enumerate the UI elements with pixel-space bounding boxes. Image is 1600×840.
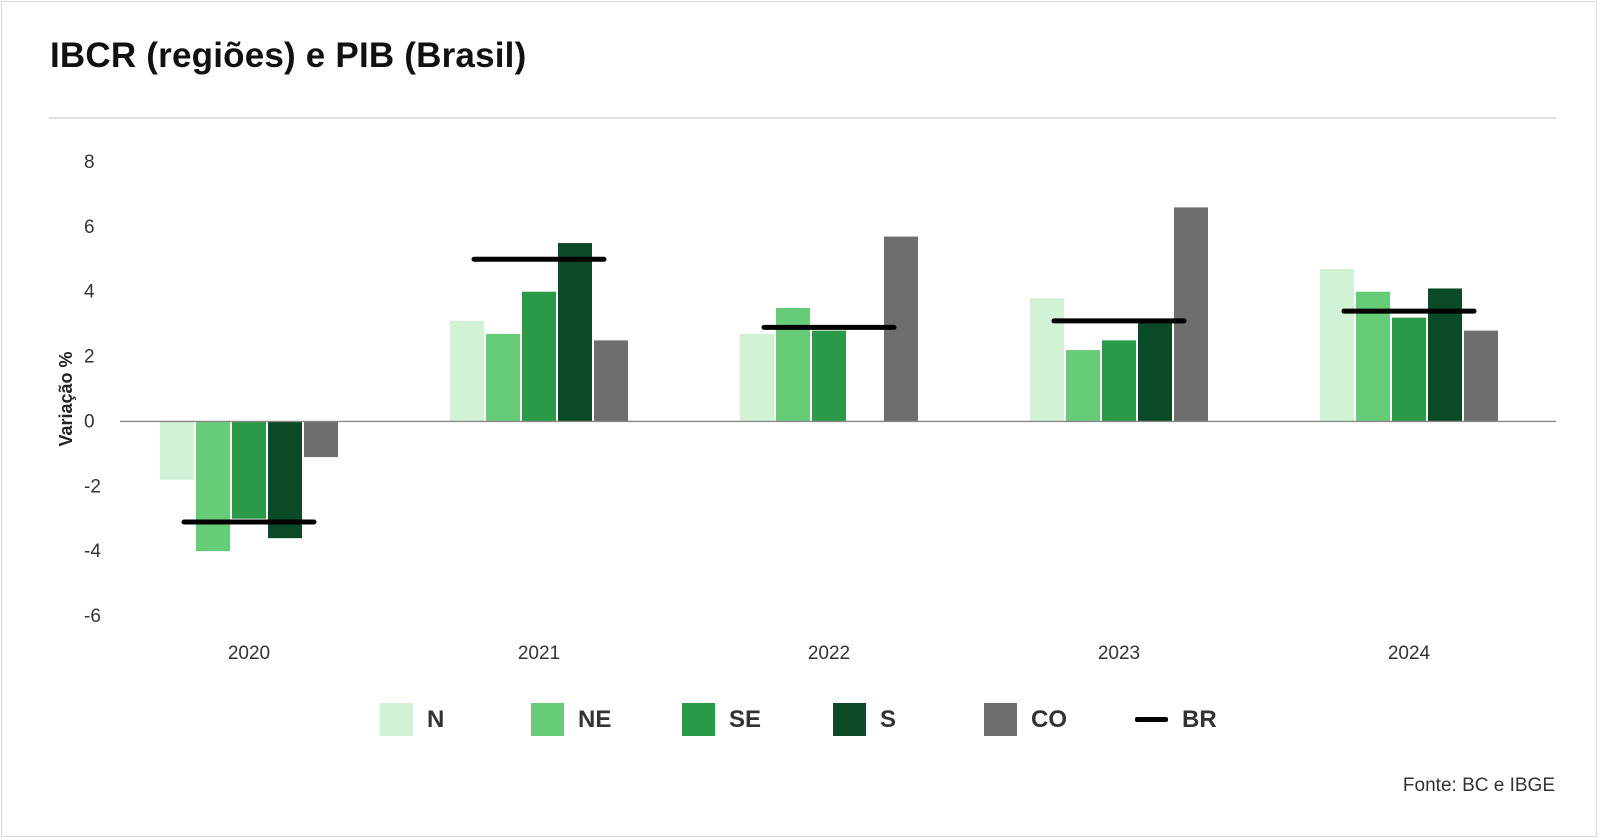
y-tick-label: -4 — [84, 541, 101, 562]
y-tick-label: 4 — [84, 282, 95, 303]
legend-label-n: N — [427, 705, 445, 733]
bar-se-2020 — [232, 421, 266, 519]
bar-co-2021 — [594, 340, 628, 422]
x-tick-label: 2023 — [1098, 643, 1140, 664]
bar-se-2024 — [1392, 317, 1426, 422]
bar-n-2023 — [1030, 298, 1064, 422]
legend-item-se: SE — [682, 703, 791, 736]
bar-s-2020 — [268, 421, 302, 539]
y-tick-label: -6 — [84, 606, 101, 627]
bar-se-2023 — [1102, 340, 1136, 422]
legend-swatch-s — [833, 703, 866, 736]
bar-n-2021 — [450, 320, 484, 422]
legend-swatch-co — [984, 703, 1017, 736]
bar-se-2021 — [522, 291, 556, 422]
legend-label-se: SE — [729, 705, 762, 733]
bar-ne-2021 — [486, 333, 520, 422]
legend-swatch-se — [682, 703, 715, 736]
bar-co-2023 — [1174, 207, 1208, 422]
bar-co-2024 — [1464, 330, 1498, 422]
legend-label-s: S — [880, 705, 897, 733]
y-tick-label: 8 — [84, 152, 95, 173]
legend-item-co: CO — [984, 703, 1093, 736]
legend-label-ne: NE — [578, 705, 612, 733]
chart-legend: N NE SE S CO BR — [380, 703, 1286, 736]
title-divider — [49, 117, 1556, 119]
bar-n-2020 — [160, 421, 194, 480]
x-tick-label: 2021 — [518, 643, 560, 664]
bar-ne-2020 — [196, 421, 230, 552]
x-tick-label: 2024 — [1388, 643, 1431, 664]
legend-label-br: BR — [1182, 705, 1217, 733]
chart-title: IBCR (regiões) e PIB (Brasil) — [50, 36, 527, 75]
y-tick-label: 0 — [84, 411, 95, 432]
legend-swatch-ne — [531, 703, 564, 736]
bar-co-2020 — [304, 421, 338, 458]
legend-item-s: S — [833, 703, 942, 736]
y-tick-label: 2 — [84, 347, 95, 368]
legend-label-co: CO — [1031, 705, 1067, 733]
bar-s-2023 — [1138, 320, 1172, 422]
source-note: Fonte: BC e IBGE — [1402, 775, 1555, 796]
y-tick-label: 6 — [84, 217, 95, 238]
y-axis-label: Variação % — [56, 351, 76, 446]
bar-s-2021 — [558, 243, 592, 422]
y-tick-label: -2 — [84, 476, 101, 497]
legend-item-ne: NE — [531, 703, 640, 736]
legend-item-n: N — [380, 703, 489, 736]
bar-n-2022 — [740, 333, 774, 422]
legend-line-br — [1135, 717, 1168, 722]
bar-s-2024 — [1428, 288, 1462, 422]
bar-n-2024 — [1320, 269, 1354, 422]
legend-swatch-n — [380, 703, 413, 736]
legend-item-br: BR — [1135, 706, 1244, 734]
bar-se-2022 — [812, 330, 846, 422]
bar-ne-2023 — [1066, 350, 1100, 422]
x-tick-label: 2022 — [808, 643, 850, 664]
x-tick-label: 2020 — [228, 643, 270, 664]
